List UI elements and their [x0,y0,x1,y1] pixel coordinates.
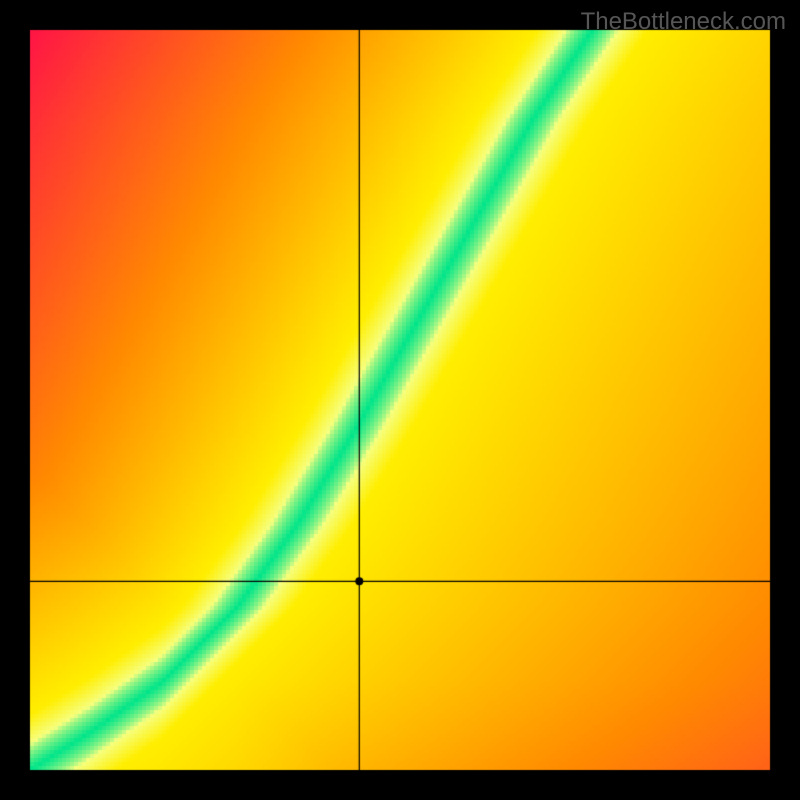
watermark-text: TheBottleneck.com [581,8,786,36]
bottleneck-heatmap [0,0,800,800]
chart-container: TheBottleneck.com [0,0,800,800]
